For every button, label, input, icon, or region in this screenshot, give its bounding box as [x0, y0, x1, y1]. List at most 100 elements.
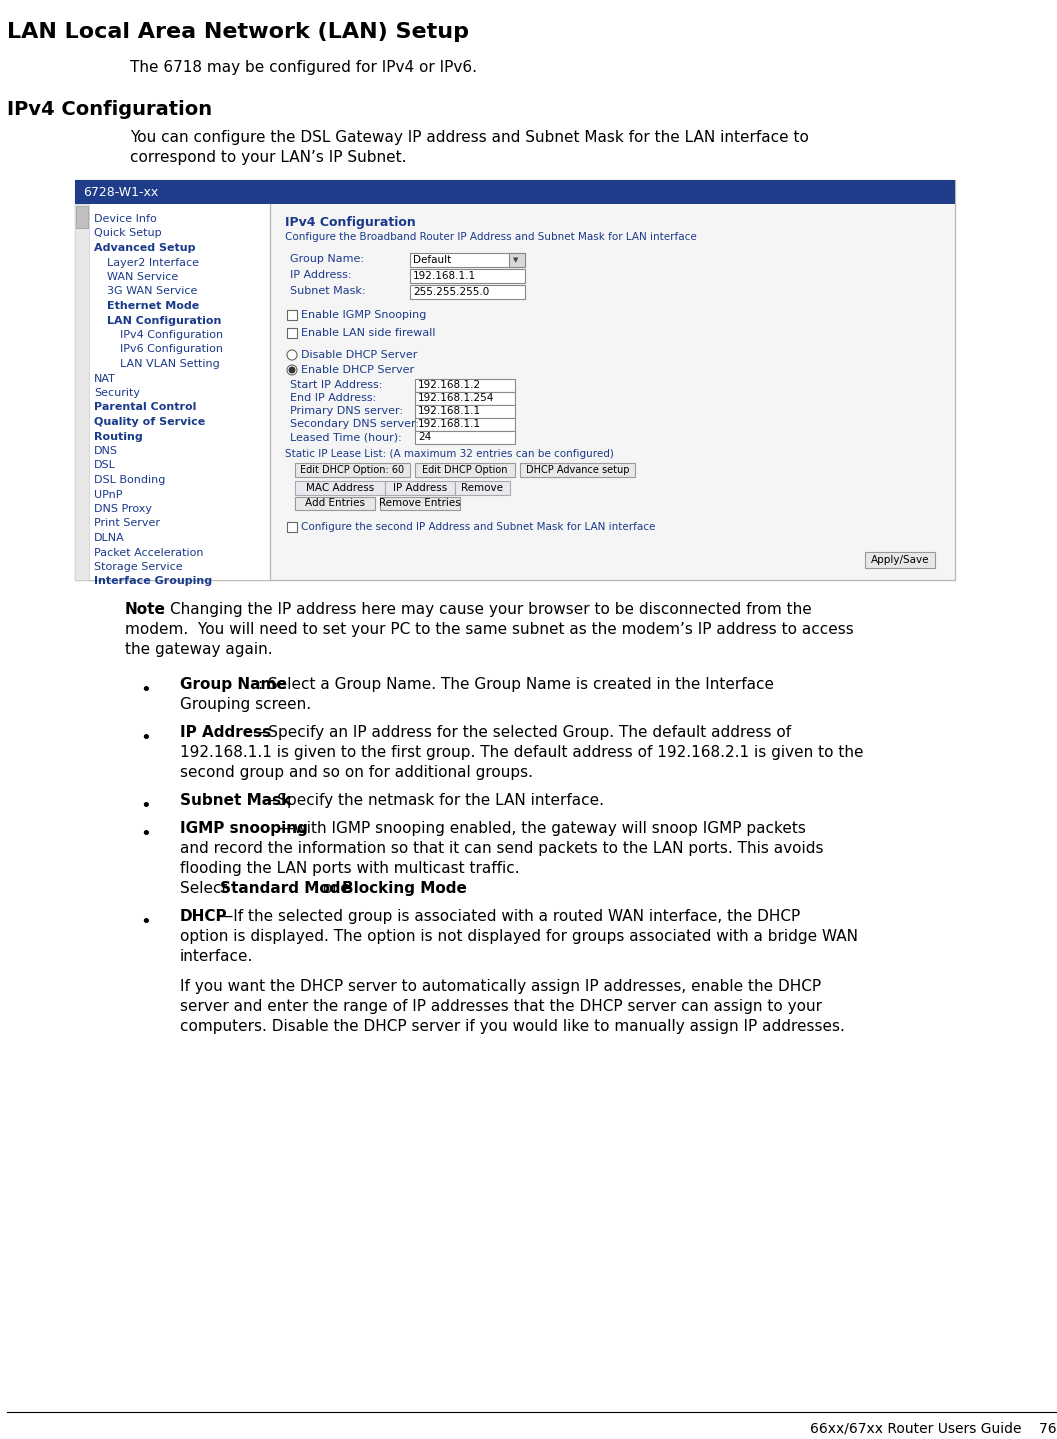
- Text: Subnet Mask:: Subnet Mask:: [290, 286, 366, 296]
- Text: Start IP Address:: Start IP Address:: [290, 380, 383, 390]
- Circle shape: [288, 366, 297, 376]
- Text: Configure the Broadband Router IP Address and Subnet Mask for LAN interface: Configure the Broadband Router IP Addres…: [285, 232, 697, 242]
- Text: Remove Entries: Remove Entries: [379, 498, 461, 508]
- Circle shape: [290, 367, 295, 373]
- Text: Enable LAN side firewall: Enable LAN side firewall: [301, 328, 435, 338]
- Text: UPnP: UPnP: [94, 489, 123, 499]
- Text: 192.168.1.2: 192.168.1.2: [418, 380, 481, 390]
- Text: Enable IGMP Snooping: Enable IGMP Snooping: [301, 309, 426, 319]
- Text: Quick Setup: Quick Setup: [94, 229, 162, 239]
- Text: The 6718 may be configured for IPv4 or IPv6.: The 6718 may be configured for IPv4 or I…: [130, 60, 477, 75]
- Text: Apply/Save: Apply/Save: [871, 555, 929, 566]
- Text: Select: Select: [180, 881, 233, 896]
- Text: Add Entries: Add Entries: [305, 498, 365, 508]
- Bar: [520, 463, 635, 476]
- Text: second group and so on for additional groups.: second group and so on for additional gr…: [180, 766, 533, 780]
- Text: Subnet Mask: Subnet Mask: [180, 793, 292, 809]
- Text: 192.168.1.254: 192.168.1.254: [418, 393, 495, 403]
- Bar: [295, 481, 385, 495]
- Text: 255.255.255.0: 255.255.255.0: [413, 286, 489, 296]
- Text: 66xx/67xx Router Users Guide    76: 66xx/67xx Router Users Guide 76: [811, 1422, 1057, 1436]
- Text: computers. Disable the DHCP server if you would like to manually assign IP addre: computers. Disable the DHCP server if yo…: [180, 1019, 845, 1035]
- Bar: [415, 432, 515, 445]
- Bar: [415, 391, 515, 404]
- Bar: [415, 463, 515, 476]
- Bar: [415, 378, 515, 391]
- Text: modem.  You will need to set your PC to the same subnet as the modem’s IP addres: modem. You will need to set your PC to t…: [125, 622, 854, 637]
- Text: —If the selected group is associated with a routed WAN interface, the DHCP: —If the selected group is associated wit…: [218, 909, 800, 924]
- Bar: [415, 417, 515, 432]
- Text: Default: Default: [413, 255, 451, 265]
- Text: Packet Acceleration: Packet Acceleration: [94, 547, 204, 557]
- Text: Configure the second IP Address and Subnet Mask for LAN interface: Configure the second IP Address and Subn…: [301, 522, 655, 532]
- Text: Security: Security: [94, 389, 140, 399]
- Text: LAN VLAN Setting: LAN VLAN Setting: [120, 358, 220, 368]
- Text: Static IP Lease List: (A maximum 32 entries can be configured): Static IP Lease List: (A maximum 32 entr…: [285, 449, 614, 459]
- Text: Routing: Routing: [94, 432, 143, 442]
- Text: DSL: DSL: [94, 460, 116, 471]
- Text: IP Address: IP Address: [180, 725, 272, 740]
- Text: •: •: [140, 681, 151, 699]
- Text: Grouping screen.: Grouping screen.: [180, 696, 311, 712]
- Text: IPv4 Configuration: IPv4 Configuration: [285, 216, 415, 229]
- Text: Blocking Mode: Blocking Mode: [341, 881, 466, 896]
- Bar: [410, 269, 525, 283]
- Text: Edit DHCP Option: Edit DHCP Option: [422, 465, 507, 475]
- Text: LAN Local Area Network (LAN) Setup: LAN Local Area Network (LAN) Setup: [7, 22, 469, 42]
- Text: You can configure the DSL Gateway IP address and Subnet Mask for the LAN interfa: You can configure the DSL Gateway IP add…: [130, 130, 809, 145]
- Text: interface.: interface.: [180, 948, 254, 964]
- Text: ▼: ▼: [513, 258, 518, 263]
- Bar: [415, 404, 515, 417]
- Text: Storage Service: Storage Service: [94, 563, 183, 571]
- Bar: [865, 553, 935, 568]
- Bar: [288, 328, 297, 338]
- Text: •: •: [140, 825, 151, 843]
- Text: Disable DHCP Server: Disable DHCP Server: [301, 350, 418, 360]
- Bar: [410, 285, 525, 299]
- Text: .: .: [439, 881, 444, 896]
- Text: IP Address:: IP Address:: [290, 271, 352, 281]
- Text: 3G WAN Service: 3G WAN Service: [107, 286, 198, 296]
- Text: MAC Address: MAC Address: [305, 484, 374, 494]
- Text: DHCP Advance setup: DHCP Advance setup: [525, 465, 629, 475]
- Text: correspond to your LAN’s IP Subnet.: correspond to your LAN’s IP Subnet.: [130, 150, 407, 165]
- Bar: [455, 481, 509, 495]
- Text: Primary DNS server:: Primary DNS server:: [290, 406, 403, 416]
- Bar: [288, 522, 297, 532]
- Text: Advanced Setup: Advanced Setup: [94, 243, 196, 253]
- Text: 192.168.1.1: 192.168.1.1: [418, 419, 481, 429]
- Text: server and enter the range of IP addresses that the DHCP server can assign to yo: server and enter the range of IP address…: [180, 999, 822, 1014]
- Text: Layer2 Interface: Layer2 Interface: [107, 258, 199, 268]
- Bar: [75, 180, 956, 204]
- Bar: [410, 253, 525, 268]
- Text: 192.168.1.1: 192.168.1.1: [418, 406, 481, 416]
- Bar: [385, 481, 455, 495]
- Text: Group Name: Group Name: [180, 676, 286, 692]
- Text: •: •: [140, 912, 151, 931]
- Bar: [295, 463, 410, 476]
- Text: IP Address: IP Address: [393, 484, 447, 494]
- Text: 6728-W1-xx: 6728-W1-xx: [84, 186, 159, 199]
- Text: : Changing the IP address here may cause your browser to be disconnected from th: : Changing the IP address here may cause…: [160, 602, 812, 617]
- Text: Device Info: Device Info: [94, 214, 156, 224]
- Text: : Select a Group Name. The Group Name is created in the Interface: : Select a Group Name. The Group Name is…: [258, 676, 774, 692]
- Text: LAN Configuration: LAN Configuration: [107, 315, 221, 325]
- Text: —Specify the netmask for the LAN interface.: —Specify the netmask for the LAN interfa…: [262, 793, 604, 809]
- Bar: [509, 253, 525, 268]
- Text: the gateway again.: the gateway again.: [125, 642, 273, 658]
- Text: Secondary DNS server:: Secondary DNS server:: [290, 419, 419, 429]
- Text: DHCP: DHCP: [180, 909, 227, 924]
- Text: 192.168.1.1 is given to the first group. The default address of 192.168.2.1 is g: 192.168.1.1 is given to the first group.…: [180, 745, 864, 760]
- Text: —with IGMP snooping enabled, the gateway will snoop IGMP packets: —with IGMP snooping enabled, the gateway…: [279, 822, 805, 836]
- Text: DSL Bonding: DSL Bonding: [94, 475, 165, 485]
- Circle shape: [288, 350, 297, 360]
- Text: Note: Note: [125, 602, 166, 617]
- Text: DNS: DNS: [94, 446, 118, 456]
- Text: •: •: [140, 730, 151, 747]
- Bar: [76, 206, 88, 227]
- Text: DNS Proxy: DNS Proxy: [94, 504, 152, 514]
- Text: End IP Address:: End IP Address:: [290, 393, 376, 403]
- Text: Edit DHCP Option: 60: Edit DHCP Option: 60: [300, 465, 405, 475]
- Text: Print Server: Print Server: [94, 518, 160, 528]
- Bar: [75, 204, 270, 580]
